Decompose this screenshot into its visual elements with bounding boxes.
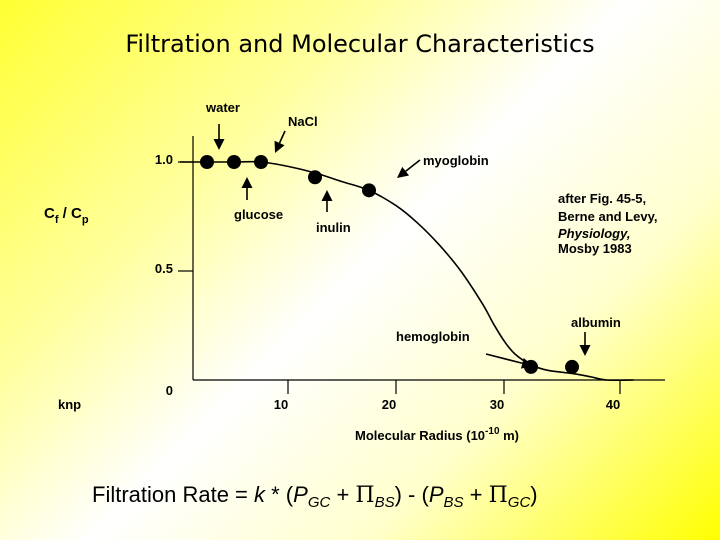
x-origin-label: knp xyxy=(58,397,81,412)
arrow-head xyxy=(321,190,333,201)
arrow-shaft xyxy=(405,159,421,172)
citation-line-2: Berne and Levy, xyxy=(558,209,657,224)
arrow-myoglobin xyxy=(397,159,421,178)
x-tick-label: 20 xyxy=(382,397,396,412)
filtration-chart: 1.0 0.5 0 10 20 30 40 water glucose NaCl inulin my… xyxy=(44,100,665,443)
x-tick-label: 40 xyxy=(606,397,620,412)
x-tick-label: 10 xyxy=(274,397,288,412)
arrow-shaft xyxy=(485,353,523,365)
arrow-head xyxy=(397,166,410,178)
arrow-NaCl xyxy=(274,130,286,153)
data-point-glucose xyxy=(227,155,241,169)
arrow-hemoglobin xyxy=(485,353,533,369)
y-tick-label: 0.5 xyxy=(155,261,173,276)
arrow-water xyxy=(213,124,225,150)
data-point-water xyxy=(200,155,214,169)
arrow-head xyxy=(520,357,533,369)
slide-title: Filtration and Molecular Characteristics xyxy=(125,30,595,58)
data-point-albumin xyxy=(565,359,580,374)
citation-line-3: Physiology, xyxy=(558,226,630,241)
axes: 1.0 0.5 0 10 20 30 40 xyxy=(155,136,665,412)
arrow-glucose xyxy=(241,177,253,200)
data-point-NaCl xyxy=(254,155,268,169)
arrow-albumin xyxy=(579,332,591,356)
citation: after Fig. 45-5, Berne and Levy, Physiol… xyxy=(558,191,657,256)
arrow-head xyxy=(579,345,591,356)
arrow-head xyxy=(241,177,253,188)
arrow-inulin xyxy=(321,190,333,212)
label-inulin: inulin xyxy=(316,220,351,235)
x-tick-label: 30 xyxy=(490,397,504,412)
filtration-curve xyxy=(180,160,634,382)
y-tick-label: 0 xyxy=(166,383,173,398)
label-NaCl: NaCl xyxy=(288,114,318,129)
filtration-formula: Filtration Rate = k * (PGC + ΠBS) - (PBS… xyxy=(92,482,538,511)
arrow-head xyxy=(274,140,285,153)
citation-line-4: Mosby 1983 xyxy=(558,241,632,256)
y-axis-label: Cf / Cp xyxy=(44,205,89,226)
label-water: water xyxy=(205,100,240,115)
citation-line-1: after Fig. 45-5, xyxy=(558,191,646,206)
y-tick-label: 1.0 xyxy=(155,152,173,167)
label-hemoglobin: hemoglobin xyxy=(396,329,470,344)
arrow-head xyxy=(213,139,225,150)
data-points xyxy=(200,155,580,374)
annotations: water glucose NaCl inulin myoglobin hemoglobi… xyxy=(205,100,621,369)
data-point-inulin xyxy=(308,170,322,185)
x-axis-label: Molecular Radius (10-10 m) xyxy=(355,426,519,443)
arrow-shaft xyxy=(278,130,286,144)
label-myoglobin: myoglobin xyxy=(423,153,489,168)
data-point-myoglobin xyxy=(362,183,376,198)
label-glucose: glucose xyxy=(234,207,283,222)
label-albumin: albumin xyxy=(571,315,621,330)
